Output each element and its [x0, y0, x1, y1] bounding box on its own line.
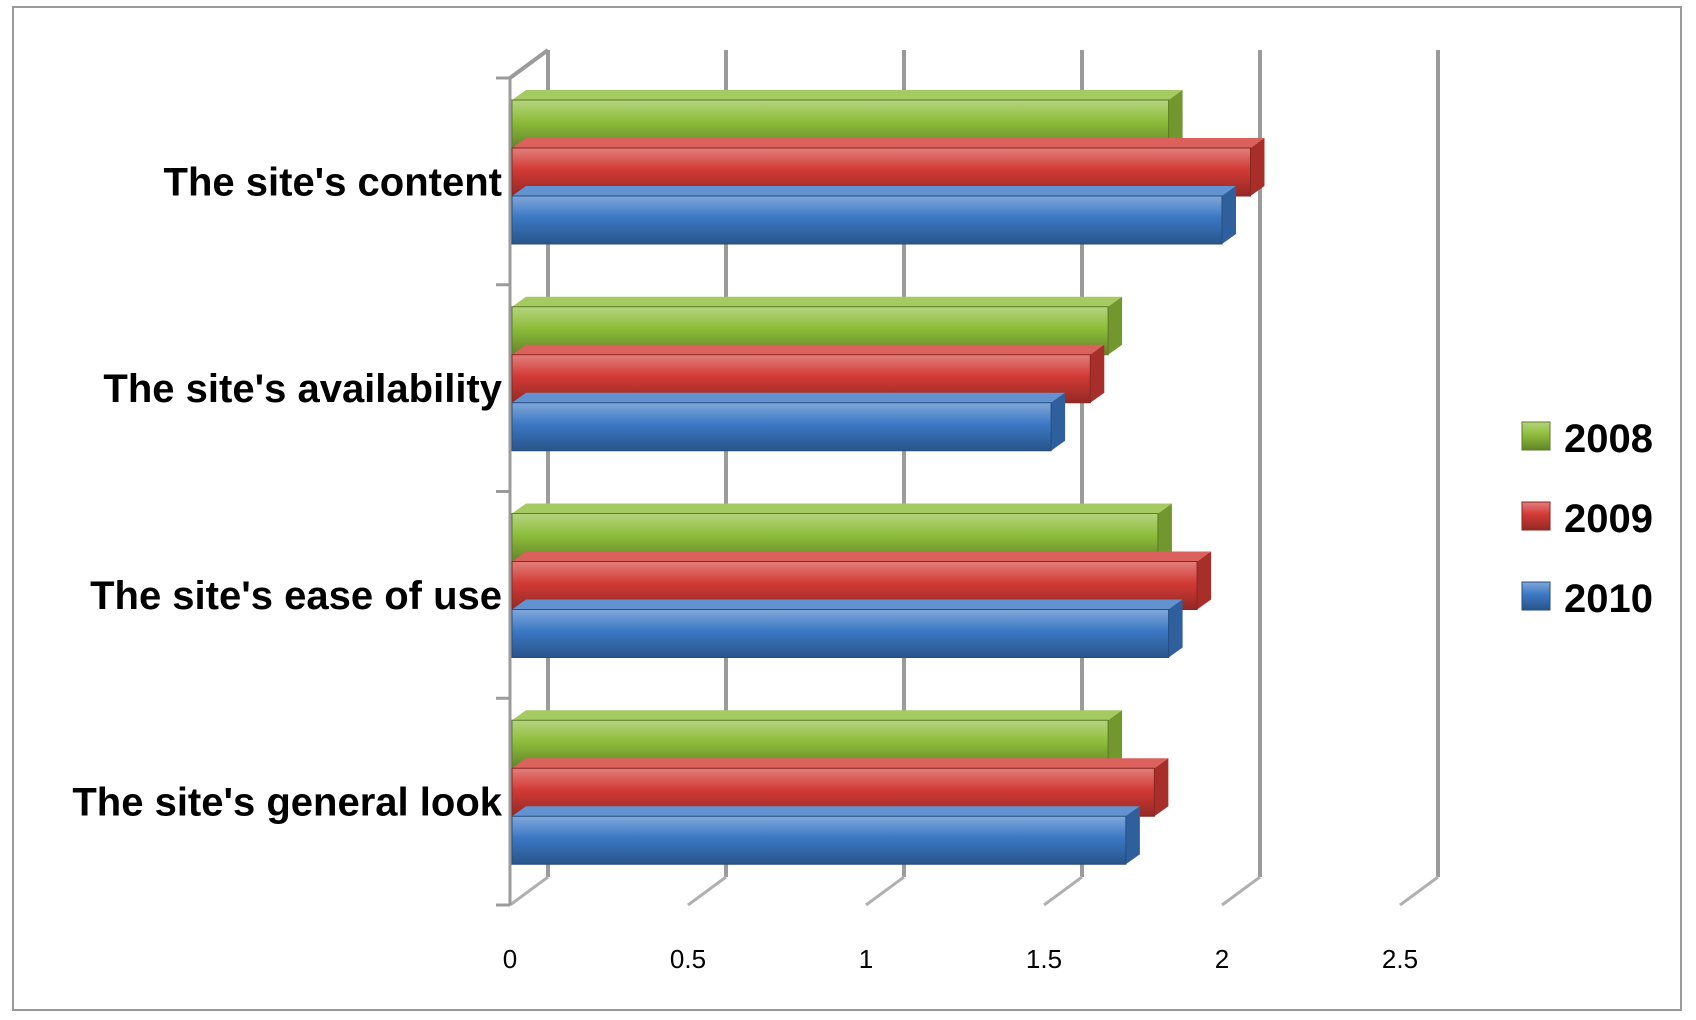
bar-2010 — [511, 392, 1066, 452]
x-tick-label: 1.5 — [1026, 944, 1062, 974]
legend-label: 2008 — [1564, 417, 1653, 461]
bar-2010 — [511, 186, 1236, 245]
legend-item-2008: 2008 — [1521, 417, 1653, 461]
floor-gridline — [509, 875, 549, 907]
legend-swatch — [1521, 581, 1551, 611]
bar-2010 — [511, 599, 1183, 658]
category-label: The site's content — [164, 160, 502, 204]
legend-swatch — [1521, 421, 1551, 451]
category-label: The site's ease of use — [90, 574, 502, 618]
x-tick-label: 2.5 — [1382, 944, 1418, 974]
bar-2010 — [511, 806, 1140, 865]
category-labels: The site's content The site's availabilit… — [72, 160, 502, 824]
x-tick-label: 0 — [503, 944, 517, 974]
floor-gridline — [865, 875, 905, 907]
legend-item-2009: 2009 — [1521, 497, 1653, 541]
x-tick-label: 0.5 — [670, 944, 706, 974]
floor-gridline — [1221, 875, 1261, 907]
x-tick-labels: 0 0.5 1 1.5 2 2.5 — [503, 944, 1418, 974]
wall-edge — [508, 48, 550, 80]
category-label: The site's general look — [72, 781, 502, 825]
legend-item-2010: 2010 — [1521, 577, 1653, 621]
legend-swatch — [1521, 501, 1551, 531]
bars — [511, 90, 1265, 865]
legend-label: 2009 — [1564, 497, 1653, 541]
floor-gridline — [1043, 875, 1083, 907]
category-label: The site's availability — [103, 367, 502, 411]
floor-gridline — [1399, 875, 1439, 907]
floor-gridline — [687, 875, 727, 907]
legend: 2008 2009 2010 — [1521, 417, 1653, 621]
legend-label: 2010 — [1564, 577, 1653, 621]
x-tick-label: 1 — [859, 944, 873, 974]
axis — [496, 76, 512, 907]
x-tick-label: 2 — [1215, 944, 1229, 974]
